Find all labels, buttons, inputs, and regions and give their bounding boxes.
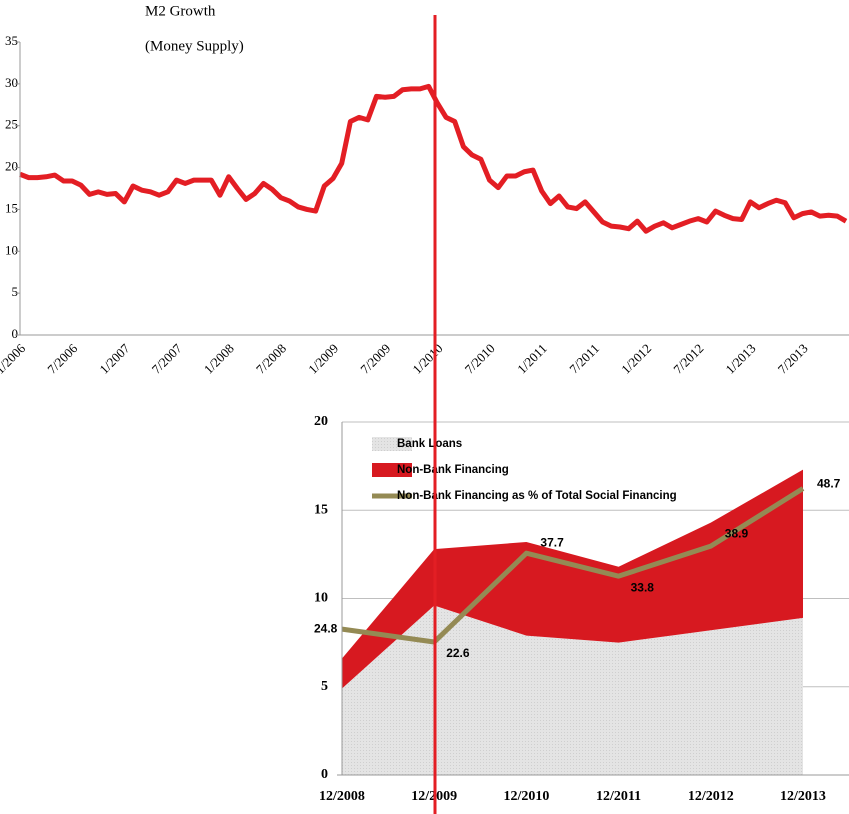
x-tick-label: 12/2013 xyxy=(780,789,826,804)
x-tick-label: 7/2008 xyxy=(253,341,289,377)
x-tick-label: 7/2011 xyxy=(566,341,602,377)
x-tick-label: 7/2007 xyxy=(149,340,185,376)
y-tick-label: 5 xyxy=(321,679,328,694)
x-tick-label: 1/2013 xyxy=(722,341,758,377)
x-tick-label: 7/2010 xyxy=(462,341,498,377)
chart-title: M2 Growth xyxy=(145,3,216,19)
y-tick-label: 10 xyxy=(5,242,18,257)
x-tick-label: 12/2011 xyxy=(596,789,641,804)
y-tick-label: 35 xyxy=(5,33,18,48)
x-tick-label: 7/2006 xyxy=(44,340,80,376)
ratio-line xyxy=(341,486,805,645)
y-tick-label: 15 xyxy=(5,200,18,215)
x-tick-label: 1/2007 xyxy=(96,340,132,376)
legend-label: Non-Bank Financing xyxy=(397,464,509,476)
y-tick-label: 20 xyxy=(314,414,328,429)
legend-swatch xyxy=(372,437,412,451)
x-tick-label: 1/2012 xyxy=(618,341,654,377)
m2-chart: M2 Growth (Money Supply) 0 5 10 15 20 25 30 35 1… xyxy=(0,3,849,377)
area xyxy=(342,469,803,689)
x-tick-label: 12/2012 xyxy=(688,789,734,804)
data-label: 48.7 xyxy=(817,477,841,491)
legend-label: Bank Loans xyxy=(397,438,462,450)
y-tick-label: 0 xyxy=(12,326,19,341)
y-tick-label: 30 xyxy=(5,75,18,90)
y-tick-label: 25 xyxy=(5,117,18,132)
x-tick-label: 12/2008 xyxy=(319,789,365,804)
x-tick-label: 7/2009 xyxy=(357,341,393,377)
y-tick-label: 5 xyxy=(12,284,19,299)
data-label: 37.7 xyxy=(540,535,564,549)
legend-label: Non-Bank Financing as % of Total Social … xyxy=(397,490,677,502)
x-tick-label: 12/2010 xyxy=(503,789,549,804)
x-tick-label: 1/2010 xyxy=(409,341,445,377)
data-label: 22.6 xyxy=(446,646,470,660)
x-tick-label: 1/2008 xyxy=(201,341,237,377)
data-label: 33.8 xyxy=(631,580,655,594)
x-tick-label: 1/2006 xyxy=(0,340,29,376)
y-tick-label: 20 xyxy=(5,159,18,174)
y-tick-label: 15 xyxy=(314,502,328,517)
data-label: 38.9 xyxy=(725,526,749,540)
x-tick-label: 1/2009 xyxy=(305,341,341,377)
x-tick-label: 7/2012 xyxy=(670,341,706,377)
chart-subtitle: (Money Supply) xyxy=(145,38,244,54)
x-tick-label: 1/2011 xyxy=(514,341,550,377)
area xyxy=(342,605,803,775)
y-tick-label: 10 xyxy=(314,591,328,606)
legend-swatch xyxy=(372,463,412,477)
financing-chart: 0 5 10 15 20 24.8 22.6 37.7 33.8 38.9 48.7 Bank Loa… xyxy=(314,414,849,804)
x-tick-label: 7/2013 xyxy=(775,341,811,377)
y-tick-label: 0 xyxy=(321,767,328,782)
data-label: 24.8 xyxy=(314,621,338,635)
data-line xyxy=(19,83,848,234)
